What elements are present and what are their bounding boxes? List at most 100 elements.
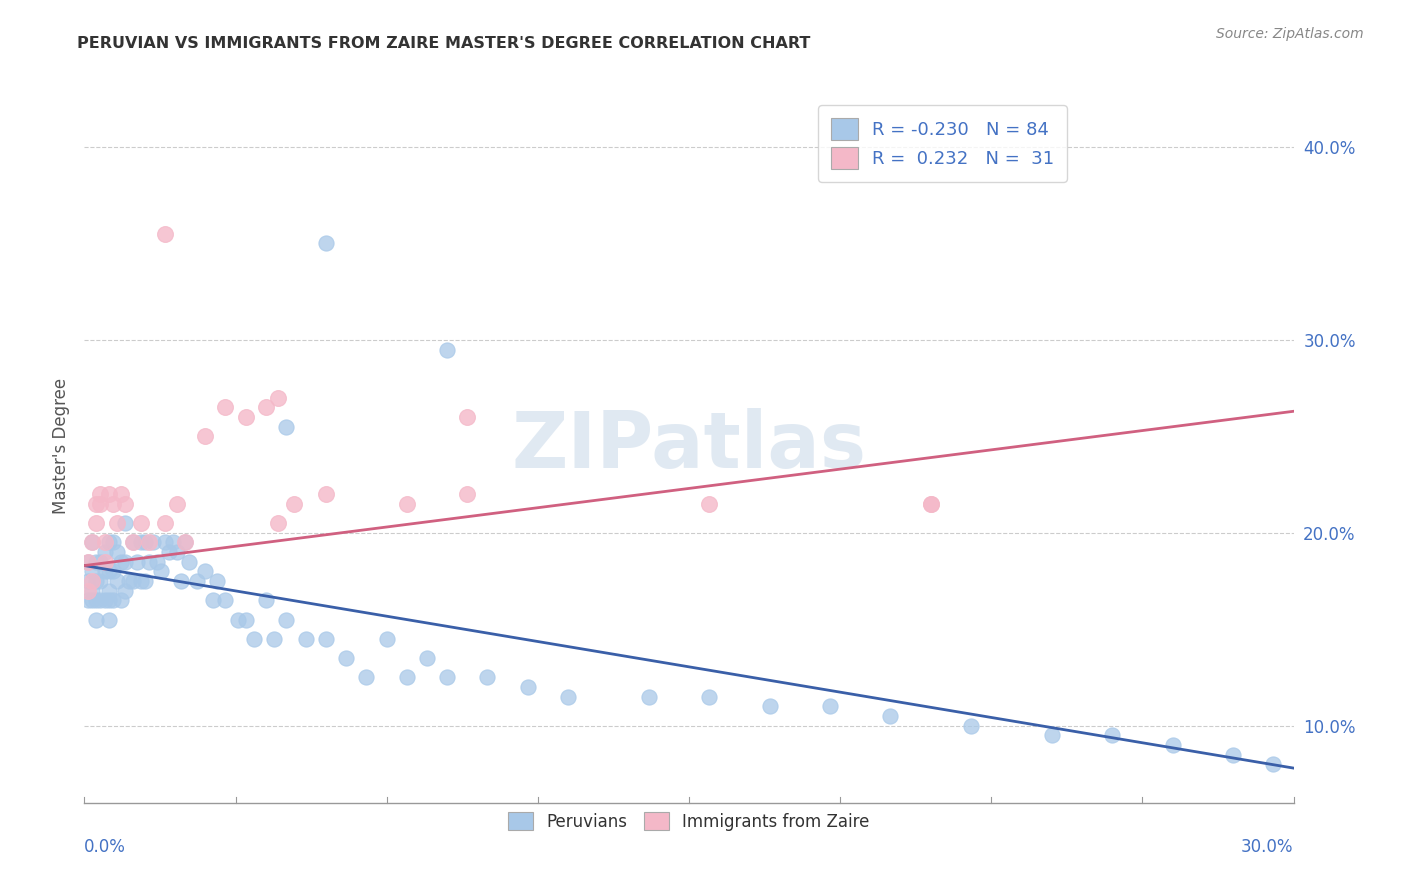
Point <box>920 497 942 511</box>
Point <box>118 574 141 588</box>
Point <box>89 555 111 569</box>
Point <box>82 535 104 549</box>
Point <box>456 410 478 425</box>
Point <box>97 583 120 598</box>
Point <box>86 613 108 627</box>
Point <box>82 593 104 607</box>
Point <box>920 497 942 511</box>
Point <box>93 535 115 549</box>
Point <box>101 565 124 579</box>
Point <box>356 670 378 684</box>
Point <box>174 535 197 549</box>
Text: 30.0%: 30.0% <box>1241 838 1294 855</box>
Point <box>395 497 418 511</box>
Point <box>93 545 115 559</box>
Point <box>242 632 264 646</box>
Y-axis label: Master's Degree: Master's Degree <box>52 378 70 514</box>
Point <box>97 565 120 579</box>
Point <box>162 535 184 549</box>
Point <box>82 574 104 588</box>
Point <box>101 593 124 607</box>
Legend: Peruvians, Immigrants from Zaire: Peruvians, Immigrants from Zaire <box>502 805 876 838</box>
Point <box>1040 728 1063 742</box>
Point <box>235 410 257 425</box>
Point <box>114 497 136 511</box>
Text: Source: ZipAtlas.com: Source: ZipAtlas.com <box>1216 27 1364 41</box>
Point <box>134 535 156 549</box>
Point <box>142 535 165 549</box>
Point <box>86 574 108 588</box>
Point <box>214 593 236 607</box>
Point <box>194 565 217 579</box>
Point <box>121 535 143 549</box>
Text: ZIPatlas: ZIPatlas <box>512 408 866 484</box>
Point <box>436 670 458 684</box>
Point <box>129 574 152 588</box>
Point <box>267 516 290 530</box>
Point <box>516 680 538 694</box>
Point <box>1161 738 1184 752</box>
Point <box>179 555 201 569</box>
Point <box>93 565 115 579</box>
Point <box>77 574 100 588</box>
Point <box>77 593 100 607</box>
Point <box>86 497 108 511</box>
Point <box>105 516 128 530</box>
Point <box>129 516 152 530</box>
Point <box>315 487 337 501</box>
Point <box>110 593 132 607</box>
Point <box>86 593 108 607</box>
Point <box>194 429 217 443</box>
Point <box>254 593 277 607</box>
Point <box>436 343 458 357</box>
Point <box>121 574 143 588</box>
Point <box>77 555 100 569</box>
Point <box>235 613 257 627</box>
Point <box>97 593 120 607</box>
Point <box>315 236 337 251</box>
Point <box>97 535 120 549</box>
Point <box>274 613 297 627</box>
Point <box>101 497 124 511</box>
Point <box>153 535 176 549</box>
Point <box>105 574 128 588</box>
Point <box>86 555 108 569</box>
Point <box>82 535 104 549</box>
Point <box>375 632 398 646</box>
Point <box>153 227 176 241</box>
Point <box>174 535 197 549</box>
Point <box>1222 747 1244 762</box>
Point <box>186 574 208 588</box>
Point <box>138 555 160 569</box>
Point <box>697 690 720 704</box>
Point <box>456 487 478 501</box>
Point <box>818 699 841 714</box>
Point <box>110 487 132 501</box>
Point <box>254 401 277 415</box>
Point <box>207 574 229 588</box>
Point <box>89 593 111 607</box>
Point <box>166 497 188 511</box>
Point <box>125 555 148 569</box>
Point <box>86 516 108 530</box>
Point <box>77 555 100 569</box>
Point <box>101 535 124 549</box>
Point <box>166 545 188 559</box>
Point <box>697 497 720 511</box>
Point <box>295 632 318 646</box>
Point <box>283 497 305 511</box>
Point <box>82 565 104 579</box>
Point <box>93 555 115 569</box>
Point <box>637 690 659 704</box>
Point <box>879 709 901 723</box>
Text: PERUVIAN VS IMMIGRANTS FROM ZAIRE MASTER'S DEGREE CORRELATION CHART: PERUVIAN VS IMMIGRANTS FROM ZAIRE MASTER… <box>77 36 811 51</box>
Point <box>335 651 357 665</box>
Point <box>267 391 290 405</box>
Point <box>114 583 136 598</box>
Point <box>758 699 780 714</box>
Point <box>153 516 176 530</box>
Point <box>121 535 143 549</box>
Point <box>89 497 111 511</box>
Point <box>170 574 193 588</box>
Point <box>214 401 236 415</box>
